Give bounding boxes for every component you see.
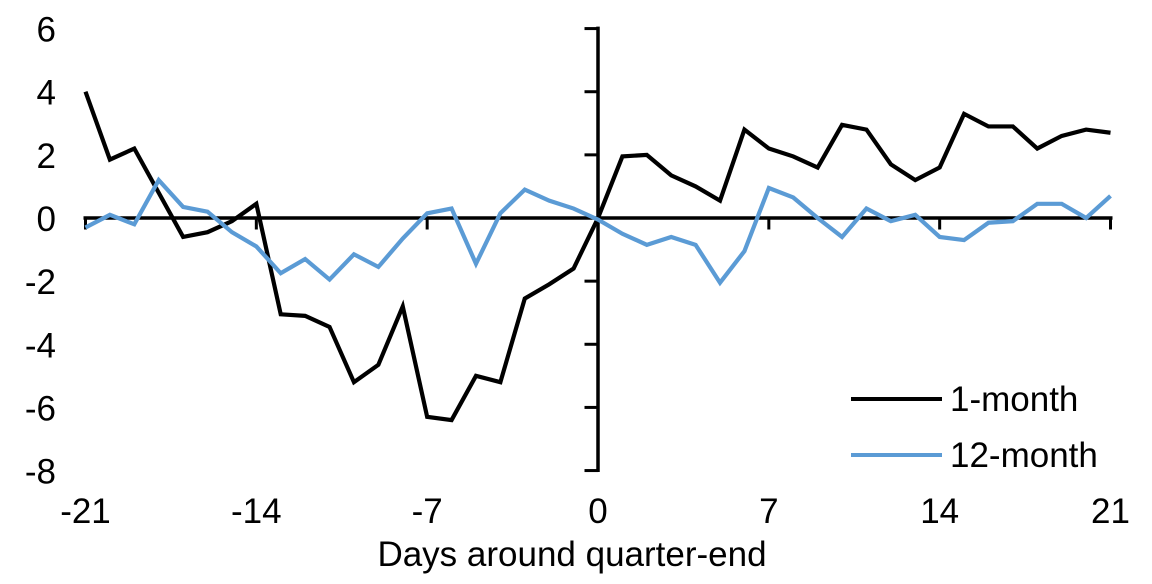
tick-labels-layer: -21 -14 -7 0 7 14 21 6 4 2 0 -2 -4 -6 -8 [25,11,1130,531]
y-tick-label: -2 [25,263,56,302]
x-tick-label: -21 [60,492,111,531]
legend-label-1-month: 1-month [950,380,1078,419]
y-tick-label: 6 [37,11,56,50]
x-tick-label: 21 [1091,492,1130,531]
y-tick-label: 4 [37,74,56,113]
y-tick-label: 0 [37,200,56,239]
y-tick-label: -6 [25,389,56,428]
legend-label-12-month: 12-month [950,436,1098,475]
series-line-12-month [84,176,1112,287]
x-tick-label: 0 [588,492,607,531]
x-tick-label: 14 [920,492,959,531]
y-tick-label: 2 [37,137,56,176]
legend: 1-month 12-month [851,380,1098,475]
x-tick-label: -14 [231,492,282,531]
y-tick-label: -4 [25,326,56,365]
x-axis-title: Days around quarter-end [377,535,766,574]
series-layer [83,91,1112,423]
x-tick-label: 7 [759,492,778,531]
x-tick-label: -7 [412,492,443,531]
y-tick-label: -8 [25,453,56,492]
